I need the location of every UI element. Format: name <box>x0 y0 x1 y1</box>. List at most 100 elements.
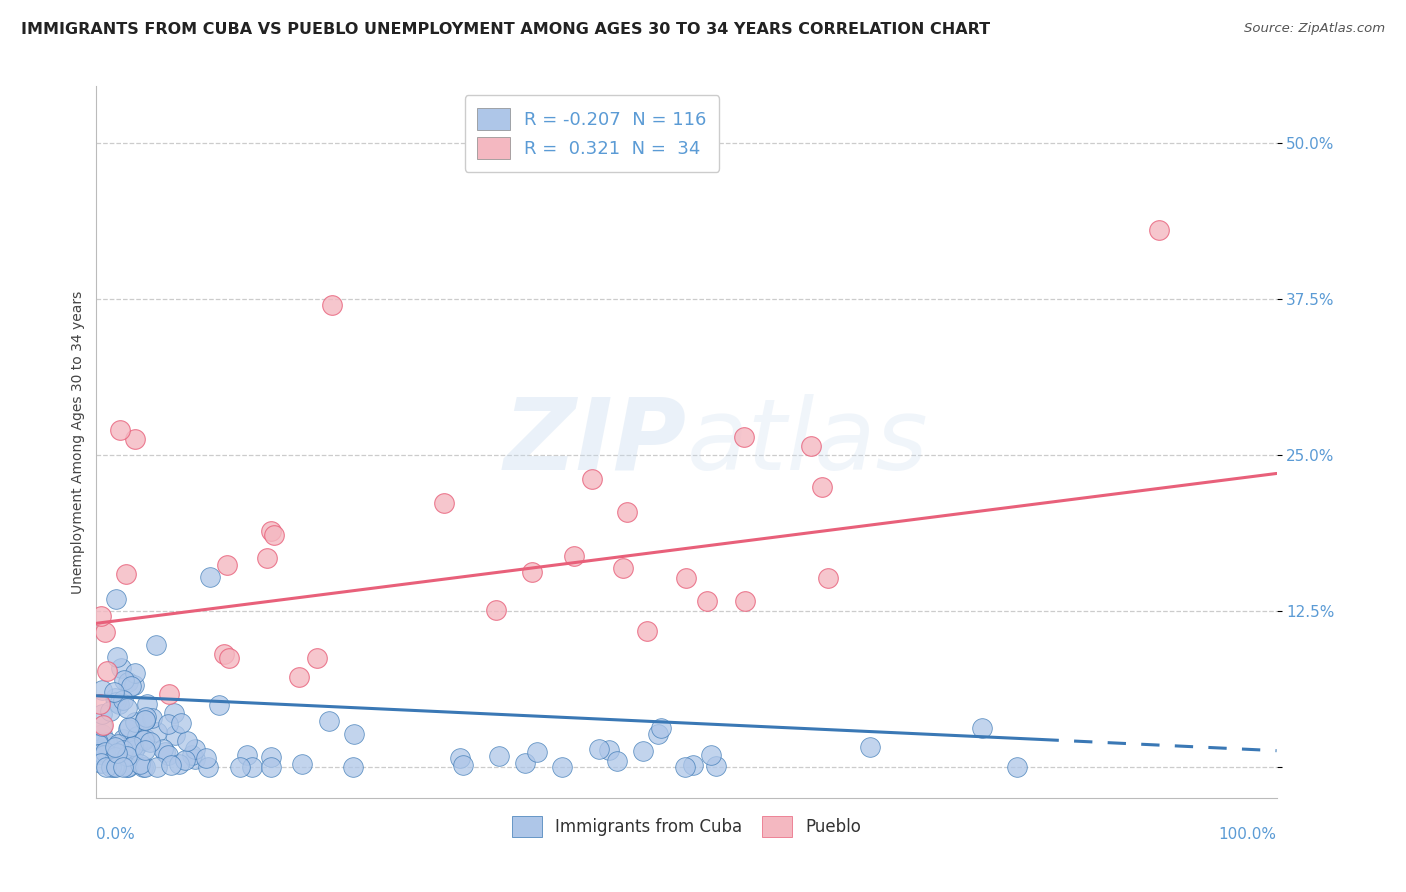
Point <box>134 731 156 745</box>
Point <box>208 698 231 712</box>
Point <box>86 735 108 749</box>
Point <box>184 752 207 766</box>
Point <box>97 738 120 752</box>
Point <box>488 749 510 764</box>
Point <box>167 757 190 772</box>
Point <box>342 760 364 774</box>
Point <box>675 571 697 585</box>
Point <box>174 753 197 767</box>
Point <box>700 747 723 762</box>
Y-axis label: Unemployment Among Ages 30 to 34 years: Unemployment Among Ages 30 to 34 years <box>72 291 86 594</box>
Point <box>112 693 135 707</box>
Point <box>124 715 146 730</box>
Point <box>291 757 314 772</box>
Point <box>449 751 471 765</box>
Point <box>152 742 174 756</box>
Point <box>145 638 167 652</box>
Point <box>581 472 603 486</box>
Point <box>105 695 128 709</box>
Point <box>118 721 141 735</box>
Text: ZIP: ZIP <box>503 393 686 491</box>
Point <box>236 748 259 763</box>
Point <box>145 760 167 774</box>
Point <box>96 735 118 749</box>
Point <box>91 718 114 732</box>
Point <box>176 733 198 747</box>
Point <box>305 650 328 665</box>
Point <box>117 760 139 774</box>
Point <box>141 711 163 725</box>
Point <box>118 740 141 755</box>
Point <box>86 737 108 751</box>
Point <box>169 715 191 730</box>
Point <box>107 697 129 711</box>
Point <box>343 727 366 741</box>
Point <box>94 625 117 640</box>
Point <box>110 661 132 675</box>
Point <box>195 751 218 765</box>
Point <box>103 752 125 766</box>
Point <box>650 722 672 736</box>
Point <box>97 747 120 762</box>
Point <box>606 754 628 768</box>
Point <box>105 760 128 774</box>
Point <box>131 760 153 774</box>
Point <box>128 756 150 771</box>
Text: Source: ZipAtlas.com: Source: ZipAtlas.com <box>1244 22 1385 36</box>
Point <box>859 740 882 755</box>
Point <box>134 714 156 728</box>
Point <box>616 505 638 519</box>
Point <box>117 675 139 690</box>
Point <box>198 570 221 584</box>
Point <box>117 701 139 715</box>
Point <box>112 732 135 747</box>
Point <box>87 747 110 762</box>
Legend: Immigrants from Cuba, Pueblo: Immigrants from Cuba, Pueblo <box>505 810 868 843</box>
Point <box>288 670 311 684</box>
Point <box>127 738 149 752</box>
Point <box>520 565 543 579</box>
Point <box>321 298 343 312</box>
Point <box>108 423 131 437</box>
Point <box>260 749 283 764</box>
Point <box>115 760 138 774</box>
Point <box>90 706 112 721</box>
Point <box>562 549 585 563</box>
Point <box>115 566 138 581</box>
Point <box>970 721 993 735</box>
Point <box>598 743 620 757</box>
Point <box>132 732 155 747</box>
Point <box>103 685 125 699</box>
Point <box>155 745 177 759</box>
Point <box>122 678 145 692</box>
Point <box>91 719 114 733</box>
Point <box>105 746 128 760</box>
Point <box>631 744 654 758</box>
Point <box>134 714 156 728</box>
Point <box>214 648 236 662</box>
Point <box>89 697 111 711</box>
Point <box>125 729 148 743</box>
Point <box>135 697 157 711</box>
Point <box>94 745 117 759</box>
Point <box>156 717 179 731</box>
Point <box>526 745 548 759</box>
Text: 0.0%: 0.0% <box>97 827 135 842</box>
Point <box>93 747 115 762</box>
Point <box>90 683 112 698</box>
Point <box>134 742 156 756</box>
Point <box>94 760 117 774</box>
Point <box>647 726 669 740</box>
Point <box>134 760 156 774</box>
Text: IMMIGRANTS FROM CUBA VS PUEBLO UNEMPLOYMENT AMONG AGES 30 TO 34 YEARS CORRELATIO: IMMIGRANTS FROM CUBA VS PUEBLO UNEMPLOYM… <box>21 22 990 37</box>
Point <box>256 551 278 566</box>
Point <box>91 744 114 758</box>
Point <box>184 742 207 756</box>
Point <box>98 704 121 718</box>
Point <box>156 748 179 763</box>
Point <box>146 725 169 739</box>
Point <box>433 496 456 510</box>
Point <box>163 706 186 721</box>
Point <box>91 727 114 741</box>
Point <box>240 760 263 774</box>
